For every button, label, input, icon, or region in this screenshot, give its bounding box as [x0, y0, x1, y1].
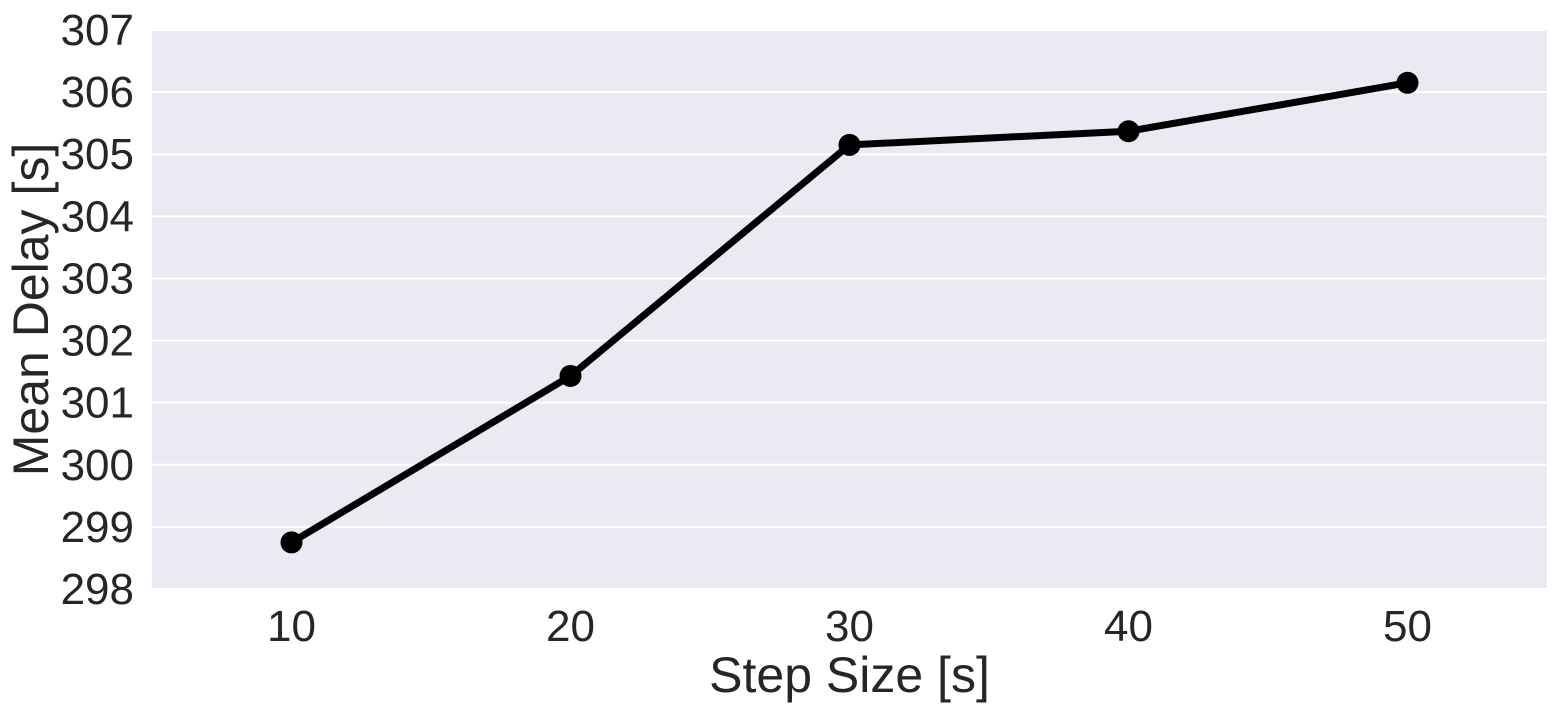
y-tick-label: 303 [61, 254, 134, 303]
y-tick-label: 302 [61, 317, 134, 366]
series-layer [280, 71, 1419, 554]
x-tick-labels: 10 20 30 40 50 [267, 602, 1432, 651]
y-tick-label: 306 [61, 68, 134, 117]
x-tick-label: 50 [1383, 602, 1432, 651]
y-tick-label: 300 [61, 441, 134, 490]
data-point [559, 364, 582, 387]
y-tick-label: 304 [61, 192, 134, 241]
y-axis-label: Mean Delay [s] [3, 143, 59, 476]
plot-area [152, 30, 1547, 589]
data-point [280, 531, 303, 554]
y-tick-label: 299 [61, 503, 134, 552]
data-point [1396, 71, 1419, 94]
x-axis-label: Step Size [s] [709, 647, 990, 703]
data-point [1117, 120, 1140, 143]
y-tick-label: 305 [61, 130, 134, 179]
data-point [838, 133, 861, 156]
x-tick-label: 20 [546, 602, 595, 651]
y-gridlines [152, 29, 1547, 590]
x-tick-label: 30 [825, 602, 874, 651]
y-tick-label: 301 [61, 379, 134, 428]
y-tick-label: 307 [61, 6, 134, 55]
y-tick-labels: 298 299 300 301 302 303 304 305 306 307 [61, 6, 134, 614]
y-tick-label: 298 [61, 565, 134, 614]
x-tick-label: 40 [1104, 602, 1153, 651]
x-tick-label: 10 [267, 602, 316, 651]
